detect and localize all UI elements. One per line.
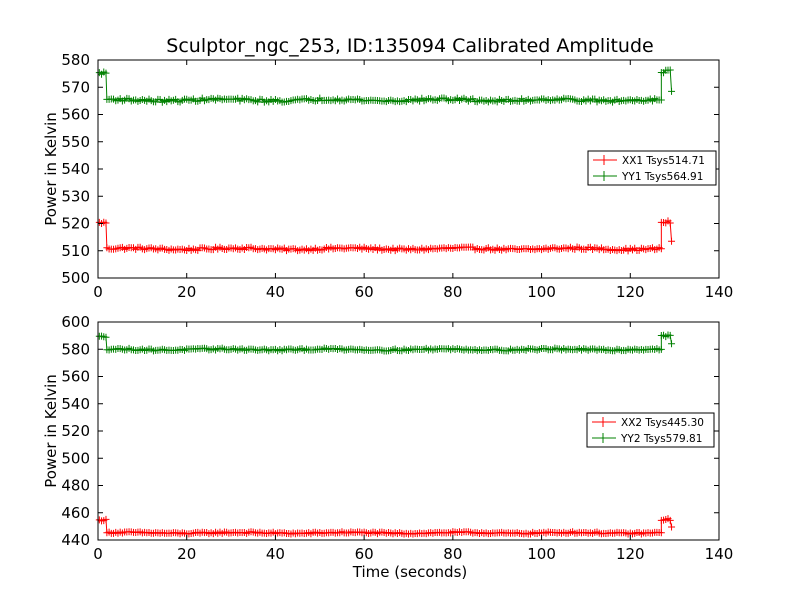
- bottom-xtick-label: 80: [443, 545, 462, 563]
- bottom-ytick-label: 440: [61, 531, 90, 549]
- top-ytick-label: 500: [61, 269, 90, 287]
- bottom-legend-yy2: YY2 Tsys579.81: [620, 433, 702, 445]
- top-legend-marker-yy1: [599, 171, 609, 181]
- top-ytick-label: 550: [61, 133, 90, 151]
- top-legend: XX1 Tsys514.71 YY1 Tsys564.91: [587, 150, 717, 186]
- top-xtick-label: 100: [527, 283, 556, 301]
- bottom-xtick-label: 60: [355, 545, 374, 563]
- bottom-xtick-label: 20: [177, 545, 196, 563]
- x-axis-label: Time (seconds): [352, 563, 468, 581]
- chart-title: Sculptor_ngc_253, ID:135094 Calibrated A…: [166, 35, 653, 57]
- top-series-markers-1: [95, 66, 676, 106]
- bottom-xtick-label: 40: [266, 545, 285, 563]
- bottom-series-markers-1: [95, 331, 676, 355]
- top-ytick-label: 580: [61, 51, 90, 69]
- top-legend-marker-xx1: [599, 155, 609, 165]
- top-ytick-label: 570: [61, 78, 90, 96]
- bottom-legend-marker-yy2: [598, 433, 608, 443]
- top-xtick-label: 120: [616, 283, 645, 301]
- top-xtick-label: 140: [705, 283, 734, 301]
- bottom-ytick-label: 540: [61, 395, 90, 413]
- bottom-xtick-label: 100: [527, 545, 556, 563]
- top-xtick-label: 20: [177, 283, 196, 301]
- top-legend-xx1: XX1 Tsys514.71: [622, 155, 705, 167]
- bottom-xtick-label: 140: [705, 545, 734, 563]
- top-xtick-label: 40: [266, 283, 285, 301]
- top-legend-box: [587, 150, 717, 186]
- bottom-ytick-label: 500: [61, 449, 90, 467]
- bottom-ytick-label: 580: [61, 340, 90, 358]
- top-ytick-label: 560: [61, 106, 90, 124]
- bottom-ytick-label: 560: [61, 368, 90, 386]
- bottom-legend-box: [586, 412, 715, 448]
- bottom-panel: 0 20 40 60 80 100 120 140 440 460 480 500 520 540 560 5…: [42, 313, 733, 581]
- top-panel: 0 20 40 60 80 100 120 140 500 510 520 530 540 550 560 5…: [42, 51, 733, 301]
- bottom-series-markers-0: [95, 515, 676, 538]
- top-xtick-label: 0: [93, 283, 103, 301]
- top-axis-ticks: 0 20 40 60 80 100 120 140 500 510 520 530 540 550 560 5…: [61, 51, 733, 301]
- bottom-legend-xx2: XX2 Tsys445.30: [621, 417, 704, 429]
- bottom-ytick-label: 520: [61, 422, 90, 440]
- top-ytick-label: 510: [61, 242, 90, 260]
- top-ytick-label: 540: [61, 160, 90, 178]
- top-xtick-label: 80: [443, 283, 462, 301]
- bottom-ytick-label: 600: [61, 313, 90, 331]
- top-series-markers-0: [95, 217, 676, 255]
- top-ytick-label: 530: [61, 187, 90, 205]
- bottom-legend-marker-xx2: [598, 417, 608, 427]
- bottom-xtick-label: 0: [93, 545, 103, 563]
- top-ytick-label: 520: [61, 215, 90, 233]
- bottom-ytick-label: 460: [61, 504, 90, 522]
- top-legend-yy1: YY1 Tsys564.91: [621, 171, 703, 183]
- bottom-legend: XX2 Tsys445.30 YY2 Tsys579.81: [586, 412, 715, 448]
- top-y-axis-label: Power in Kelvin: [42, 112, 60, 226]
- bottom-y-axis-label: Power in Kelvin: [42, 374, 60, 488]
- bottom-panel-series: [95, 331, 676, 538]
- top-xtick-label: 60: [355, 283, 374, 301]
- bottom-axis-ticks: 0 20 40 60 80 100 120 140 440 460 480 500 520 540 560 5…: [61, 313, 733, 563]
- bottom-xtick-label: 120: [616, 545, 645, 563]
- top-panel-series: [95, 66, 676, 255]
- bottom-ytick-label: 480: [61, 477, 90, 495]
